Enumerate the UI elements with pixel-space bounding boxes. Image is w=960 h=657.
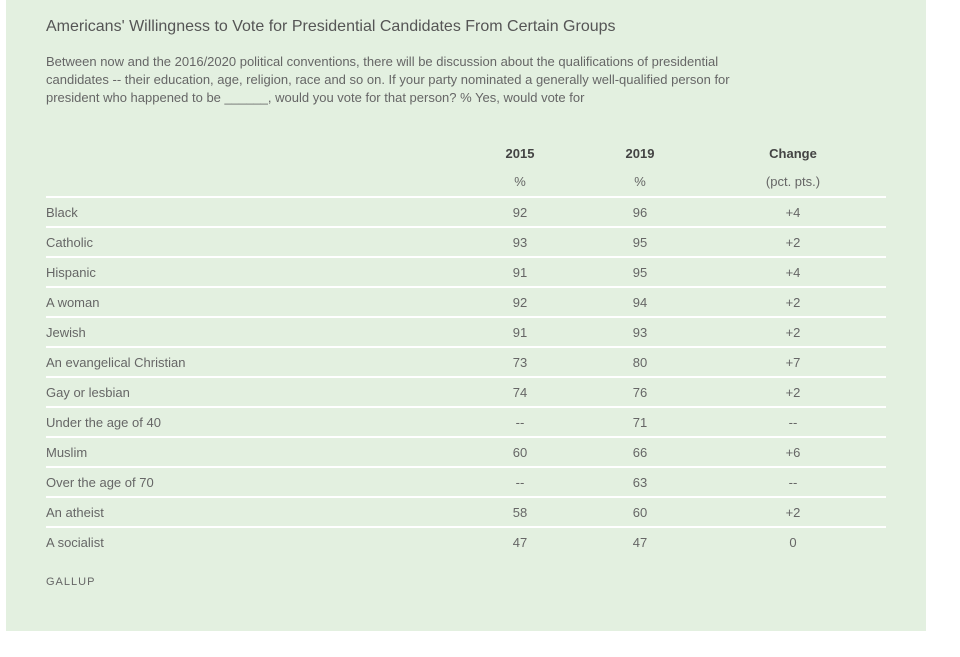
table-row: Catholic 93 95 +2: [46, 227, 886, 258]
value-2019: 63: [580, 467, 700, 498]
value-change: +6: [700, 437, 886, 468]
table-row: A socialist 47 47 0: [46, 527, 886, 556]
value-2015: 92: [460, 197, 580, 228]
group-label: Gay or lesbian: [46, 377, 460, 408]
value-2015: 92: [460, 287, 580, 318]
value-change: +4: [700, 257, 886, 288]
group-label: An atheist: [46, 497, 460, 528]
header-row-units: % % (pct. pts.): [46, 166, 886, 198]
chart-subtitle: Between now and the 2016/2020 political …: [46, 54, 730, 105]
column-header-2019: 2019: [625, 146, 655, 161]
value-change: +2: [700, 287, 886, 318]
value-2015: 47: [512, 534, 528, 550]
table-body: Black 92 96 +4 Catholic 93 95 +2 Hispani…: [46, 197, 886, 556]
value-2019: 71: [580, 407, 700, 438]
value-change: --: [700, 467, 886, 498]
table-row: Jewish 91 93 +2: [46, 317, 886, 348]
data-table-container: 2015 2019 Change % % (pct. pts.) Black 9…: [46, 141, 886, 556]
unit-2019: %: [580, 166, 700, 198]
column-header-2015: 2015: [505, 146, 535, 161]
chart-panel: Americans' Willingness to Vote for Presi…: [6, 0, 926, 631]
chart-title: Americans' Willingness to Vote for Presi…: [46, 18, 616, 35]
header-row-years: 2015 2019 Change: [46, 141, 886, 166]
unit-2015: %: [460, 166, 580, 198]
value-2019: 96: [580, 197, 700, 228]
value-2015: 91: [460, 317, 580, 348]
column-header-change: Change: [769, 146, 817, 161]
value-change: +2: [700, 497, 886, 528]
value-2015: --: [460, 467, 580, 498]
value-change: --: [700, 407, 886, 438]
value-2015: --: [460, 407, 580, 438]
value-2019: 47: [632, 534, 648, 550]
value-change: +4: [700, 197, 886, 228]
value-2015: 60: [460, 437, 580, 468]
unit-group-blank: [46, 166, 460, 198]
source-credit: GALLUP: [46, 576, 96, 588]
table-row: Gay or lesbian 74 76 +2: [46, 377, 886, 408]
group-label: Jewish: [46, 317, 460, 348]
group-label: An evangelical Christian: [46, 347, 460, 378]
value-change: +2: [700, 227, 886, 258]
value-2015: 73: [460, 347, 580, 378]
group-label: A woman: [46, 287, 460, 318]
value-2019: 93: [580, 317, 700, 348]
table-row: Muslim 60 66 +6: [46, 437, 886, 468]
value-change: +7: [700, 347, 886, 378]
value-2015: 58: [460, 497, 580, 528]
group-label: A socialist: [46, 534, 104, 550]
group-label: Over the age of 70: [46, 467, 460, 498]
value-change: +2: [700, 317, 886, 348]
group-label: Under the age of 40: [46, 407, 460, 438]
unit-change: (pct. pts.): [700, 166, 886, 198]
table-row: A woman 92 94 +2: [46, 287, 886, 318]
table-row: An evangelical Christian 73 80 +7: [46, 347, 886, 378]
value-2019: 95: [580, 257, 700, 288]
table-row: An atheist 58 60 +2: [46, 497, 886, 528]
value-2019: 94: [580, 287, 700, 318]
value-2019: 76: [580, 377, 700, 408]
value-change: +2: [700, 377, 886, 408]
group-label: Catholic: [46, 227, 460, 258]
header-group-blank: [46, 141, 460, 166]
table-row: Black 92 96 +4: [46, 197, 886, 228]
value-2019: 95: [580, 227, 700, 258]
data-table: 2015 2019 Change % % (pct. pts.) Black 9…: [46, 141, 886, 556]
value-2015: 74: [460, 377, 580, 408]
value-2019: 66: [580, 437, 700, 468]
value-change: 0: [789, 534, 797, 550]
value-2019: 60: [580, 497, 700, 528]
value-2015: 91: [460, 257, 580, 288]
group-label: Hispanic: [46, 257, 460, 288]
table-row: Over the age of 70 -- 63 --: [46, 467, 886, 498]
value-2019: 80: [580, 347, 700, 378]
table-row: Under the age of 40 -- 71 --: [46, 407, 886, 438]
group-label: Black: [46, 197, 460, 228]
table-row: Hispanic 91 95 +4: [46, 257, 886, 288]
group-label: Muslim: [46, 437, 460, 468]
value-2015: 93: [460, 227, 580, 258]
